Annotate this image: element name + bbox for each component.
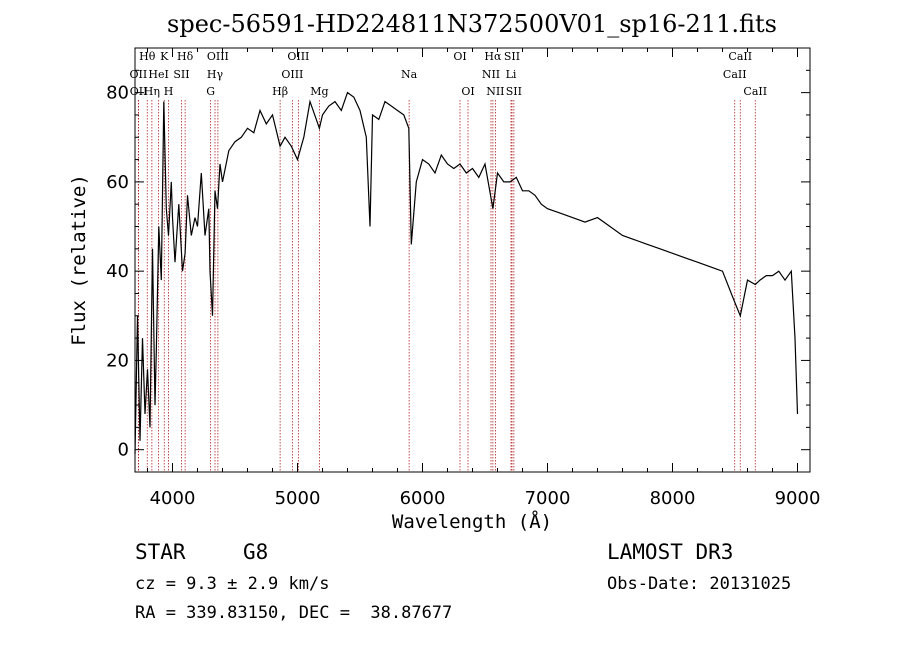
y-tick-label: 20 bbox=[106, 350, 129, 371]
x-tick-label: 6000 bbox=[400, 488, 446, 509]
redshift-velocity: cz = 9.3 ± 2.9 km/s bbox=[135, 574, 330, 594]
spectral-line-label: Hη bbox=[144, 85, 160, 98]
y-axis-ticks: 0 20 40 60 80 bbox=[106, 69, 810, 461]
y-tick-label: 40 bbox=[106, 261, 129, 282]
spectral-line-label: Na bbox=[401, 68, 418, 81]
spectral-line-label: H bbox=[164, 85, 174, 98]
spectral-line-label: OIII bbox=[207, 50, 229, 63]
spectral-line-label: SII bbox=[506, 85, 522, 98]
x-tick-label: 7000 bbox=[525, 488, 571, 509]
spectral-line-label: Hα bbox=[484, 50, 502, 63]
spectral-line-label: K bbox=[160, 50, 169, 63]
spectral-line-label: Hγ bbox=[207, 68, 224, 81]
x-tick-label: 4000 bbox=[150, 488, 196, 509]
spectral-line-label: OII bbox=[130, 85, 148, 98]
survey-name: LAMOST DR3 bbox=[607, 540, 734, 564]
spectral-line-label: Hθ bbox=[139, 50, 156, 63]
spectral-line-label: Hδ bbox=[177, 50, 194, 63]
y-tick-label: 0 bbox=[118, 440, 129, 461]
chart-title: spec-56591-HD224811N372500V01_sp16-211.f… bbox=[167, 10, 777, 38]
spectral-line-label: OI bbox=[461, 85, 474, 98]
observation-date: Obs-Date: 20131025 bbox=[607, 574, 792, 594]
spectral-line-label: CaII bbox=[743, 85, 767, 98]
y-tick-label: 80 bbox=[106, 83, 129, 104]
spectral-line-label: NII bbox=[486, 85, 504, 98]
spectral-line-label: NII bbox=[482, 68, 500, 81]
spectral-line-markers bbox=[137, 100, 756, 472]
spectral-line-label: G bbox=[206, 85, 215, 98]
spectral-line-label: Li bbox=[506, 68, 517, 81]
spectral-line-label: OIII bbox=[287, 50, 309, 63]
x-axis-ticks: 4000 5000 6000 7000 8000 9000 bbox=[147, 48, 821, 509]
spectral-line-label: Mg bbox=[310, 85, 328, 98]
spectral-line-label: Hβ bbox=[272, 85, 288, 98]
y-axis-label: Flux (relative) bbox=[68, 174, 90, 346]
x-tick-label: 8000 bbox=[650, 488, 696, 509]
spectral-line-label: OIII bbox=[281, 68, 303, 81]
object-class: STAR bbox=[135, 540, 186, 564]
spectral-line-label: SII bbox=[504, 50, 520, 63]
spectrum-series-line bbox=[134, 91, 799, 455]
plot-frame bbox=[134, 47, 811, 473]
spectral-line-label: OII bbox=[130, 68, 148, 81]
spectral-line-label: HeI bbox=[148, 68, 168, 81]
spectral-line-label: CaII bbox=[723, 68, 747, 81]
x-axis-label: Wavelength (Å) bbox=[392, 510, 552, 533]
spectral-line-label: CaII bbox=[728, 50, 752, 63]
spectral-line-label: OI bbox=[453, 50, 466, 63]
sky-coordinates: RA = 339.83150, DEC = 38.87677 bbox=[135, 603, 453, 623]
object-subclass: G8 bbox=[243, 540, 269, 564]
spectral-line-label: SII bbox=[173, 68, 189, 81]
x-tick-label: 5000 bbox=[275, 488, 321, 509]
y-tick-label: 60 bbox=[106, 172, 129, 193]
x-tick-label: 9000 bbox=[775, 488, 821, 509]
